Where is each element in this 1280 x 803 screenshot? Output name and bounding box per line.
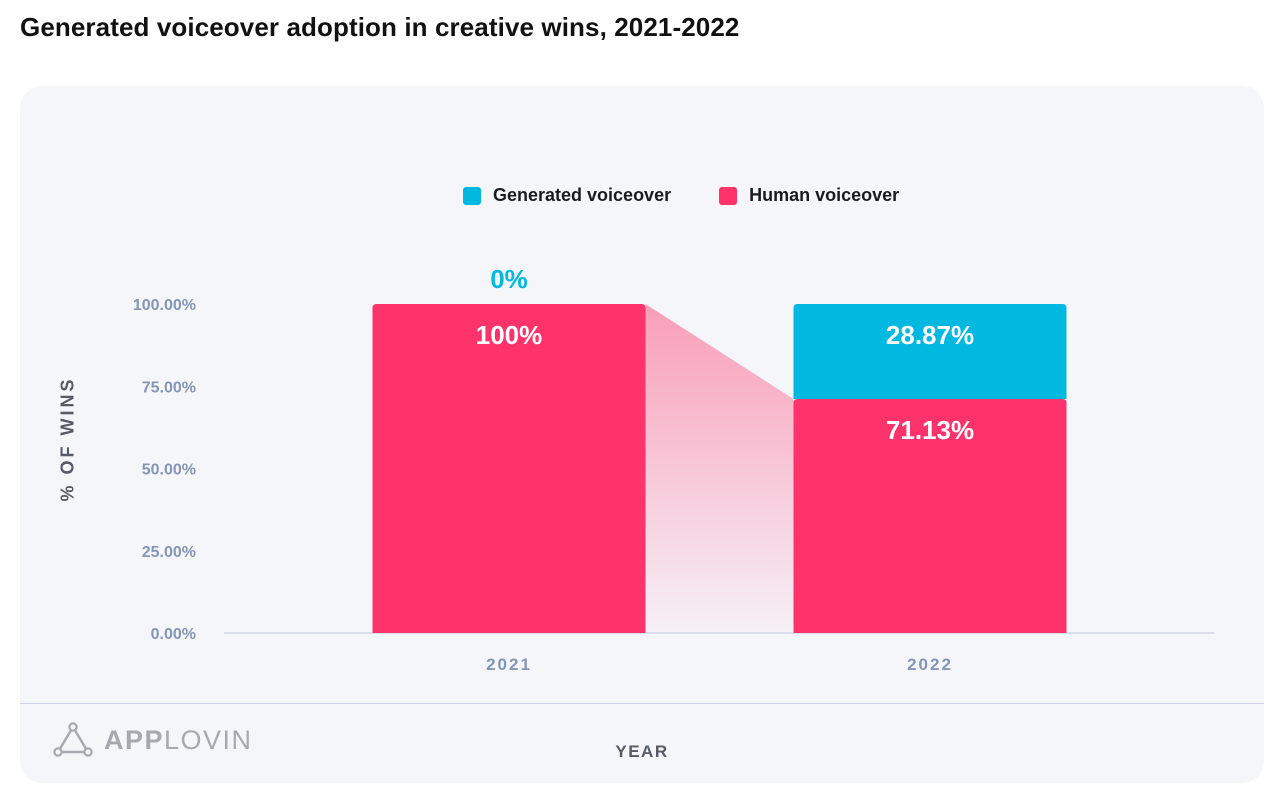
- bar-segment-generated: [793, 304, 1067, 399]
- data-label: 28.87%: [886, 320, 974, 350]
- chart-card: 0.00% 25.00% 50.00% 75.00% 100.00% 2021 2022 1…: [20, 86, 1264, 783]
- x-tick-label: 2021: [486, 655, 532, 674]
- brand-name-app: APP: [104, 724, 165, 755]
- chart-legend: Generated voiceover Human voiceover: [463, 185, 899, 206]
- data-label: 100%: [476, 320, 543, 350]
- y-tick-label: 25.00%: [142, 544, 196, 561]
- x-tick-label: 2022: [907, 655, 953, 674]
- legend-swatch-generated: [463, 186, 481, 205]
- legend-swatch-human: [719, 186, 738, 205]
- page-title: Generated voiceover adoption in creative…: [20, 12, 740, 42]
- chart-plot: 0.00% 25.00% 50.00% 75.00% 100.00% 2021 2022 1…: [133, 264, 1214, 674]
- applovin-logo: APPLOVIN: [52, 722, 253, 758]
- y-tick-label: 100.00%: [133, 297, 196, 314]
- y-tick-label: 50.00%: [142, 462, 196, 479]
- bar-segment-human: [372, 304, 646, 633]
- legend-item-generated: Generated voiceover: [463, 185, 671, 206]
- y-tick-label: 75.00%: [142, 379, 196, 396]
- data-label: 71.13%: [886, 415, 974, 445]
- bar-segment-human: [793, 398, 1067, 633]
- x-axis-title: YEAR: [615, 742, 669, 761]
- legend-item-human: Human voiceover: [719, 185, 899, 206]
- legend-label-generated: Generated voiceover: [493, 185, 672, 205]
- data-label: 0%: [490, 264, 528, 294]
- footer-divider: [20, 703, 1264, 704]
- applovin-triangle-icon: [53, 722, 93, 757]
- legend-label-human: Human voiceover: [749, 185, 900, 205]
- applovin-wordmark: APPLOVIN: [104, 725, 253, 756]
- y-axis-title: % OF WINS: [57, 376, 78, 502]
- y-tick-label: 0.00%: [151, 626, 196, 643]
- bar-connector-area: [645, 304, 794, 633]
- brand-name-lovin: LOVIN: [164, 724, 253, 755]
